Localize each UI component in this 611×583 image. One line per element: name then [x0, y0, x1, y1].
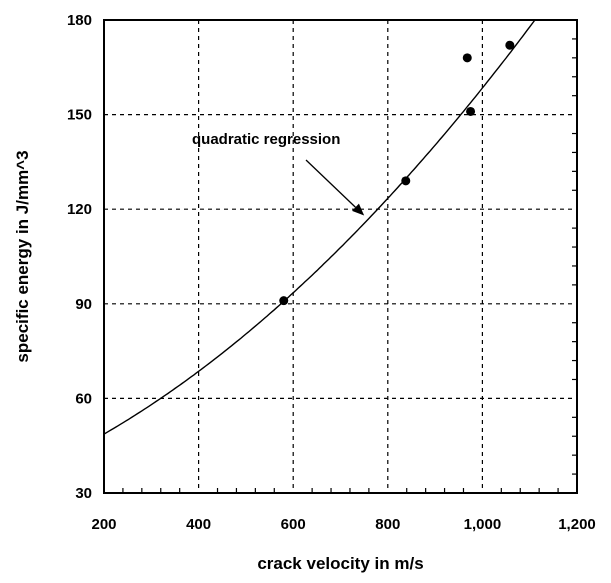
plot-frame — [103, 19, 578, 494]
y-tick-label: 120 — [67, 201, 92, 218]
x-tick-label: 800 — [375, 516, 400, 533]
data-point — [279, 296, 289, 306]
grid-lines — [104, 20, 577, 493]
data-point — [466, 106, 476, 116]
annotation-arrowhead — [352, 203, 365, 216]
x-tick-label: 600 — [281, 516, 306, 533]
x-tick-label: 400 — [186, 516, 211, 533]
y-tick-labels: 30 60 90 120 150 180 — [67, 12, 92, 502]
y-tick-label: 90 — [75, 296, 92, 313]
x-axis-title: crack velocity in m/s — [257, 554, 423, 573]
data-point — [401, 176, 411, 186]
regression-curve — [103, 19, 536, 435]
y-axis-title: specific energy in J/mm^3 — [13, 150, 32, 362]
data-points — [279, 40, 515, 306]
y-tick-label: 30 — [75, 485, 92, 502]
data-point — [462, 53, 472, 63]
x-tick-label: 1,200 — [558, 516, 596, 533]
y-tick-label: 150 — [67, 107, 92, 124]
annotation-arrow — [305, 159, 356, 208]
annotation-label: quadratic regression — [192, 131, 340, 148]
x-tick-label: 200 — [91, 516, 116, 533]
y-tick-label: 60 — [75, 390, 92, 407]
y-tick-label: 180 — [67, 12, 92, 29]
data-point — [505, 40, 515, 50]
x-tick-label: 1,000 — [464, 516, 502, 533]
x-tick-labels: 200 400 600 800 1,000 1,200 — [91, 516, 595, 533]
